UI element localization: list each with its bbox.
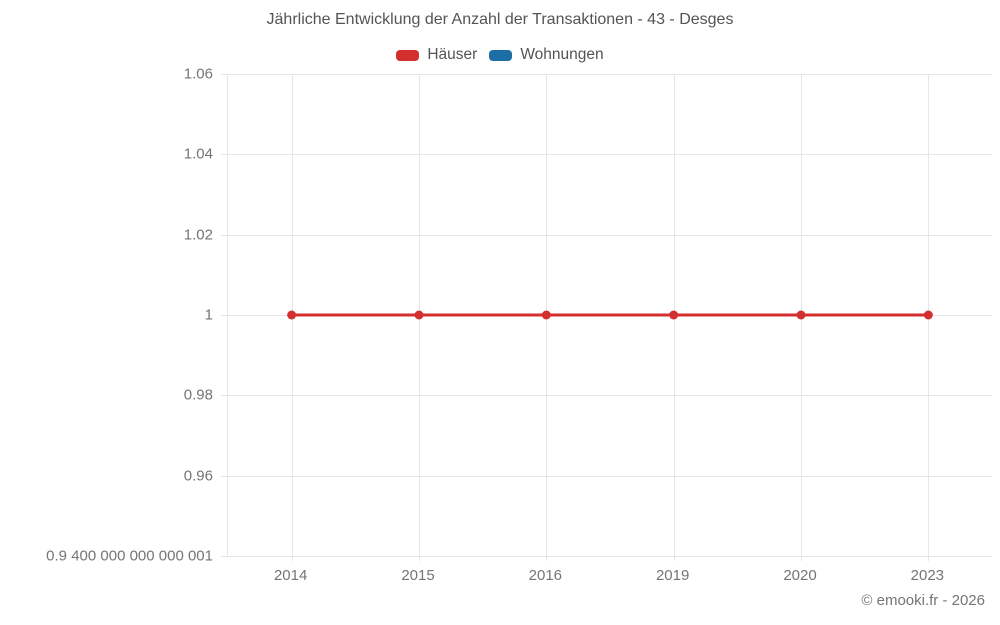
gridline-horizontal xyxy=(221,395,992,397)
legend: Häuser Wohnungen xyxy=(0,46,1000,64)
gridline-horizontal xyxy=(221,556,992,557)
y-tick-label: 0.98 xyxy=(183,386,213,404)
y-tick-label: 1 xyxy=(204,306,213,324)
attribution: © emooki.fr - 2026 xyxy=(861,592,985,609)
x-tick-label: 2023 xyxy=(910,567,945,584)
legend-item-haeuser[interactable]: Häuser xyxy=(396,46,477,64)
gridline-horizontal xyxy=(221,234,992,236)
gridline-horizontal xyxy=(221,74,992,75)
legend-label-haeuser: Häuser xyxy=(427,46,478,63)
x-tick-label: 2020 xyxy=(783,567,817,584)
y-tick-label: 1.04 xyxy=(183,145,213,163)
y-axis: 1.06 1.04 1.02 1 0.98 0.96 0.9 400 000 000 000… xyxy=(0,66,213,565)
legend-swatch-haeuser-icon xyxy=(396,49,420,61)
y-tick-label: 0.96 xyxy=(183,467,213,485)
data-point[interactable] xyxy=(287,310,297,320)
data-point[interactable] xyxy=(541,310,551,320)
gridline-horizontal xyxy=(221,475,992,477)
x-tick-label: 2015 xyxy=(401,567,435,584)
gridline-horizontal xyxy=(221,154,992,156)
x-tick-label: 2014 xyxy=(273,567,308,584)
series-plot xyxy=(287,310,933,320)
x-tick-label: 2019 xyxy=(655,567,690,584)
x-axis: 2014 2015 2016 2019 2020 2023 xyxy=(227,567,991,587)
legend-swatch-wohnungen-icon xyxy=(489,49,513,61)
data-point[interactable] xyxy=(414,310,424,320)
data-point[interactable] xyxy=(923,310,933,320)
y-tick-label: 1.06 xyxy=(183,65,213,83)
plot-area xyxy=(221,74,992,561)
legend-label-wohnungen: Wohnungen xyxy=(520,46,604,63)
y-tick-label: 0.9 400 000 000 000 001 xyxy=(46,547,213,565)
chart-title: Jährliche Entwicklung der Anzahl der Tra… xyxy=(266,11,734,28)
data-point[interactable] xyxy=(669,310,679,320)
legend-item-wohnungen[interactable]: Wohnungen xyxy=(489,46,604,64)
data-point[interactable] xyxy=(796,310,806,320)
x-tick-label: 2016 xyxy=(528,567,563,584)
y-tick-label: 1.02 xyxy=(183,226,213,244)
